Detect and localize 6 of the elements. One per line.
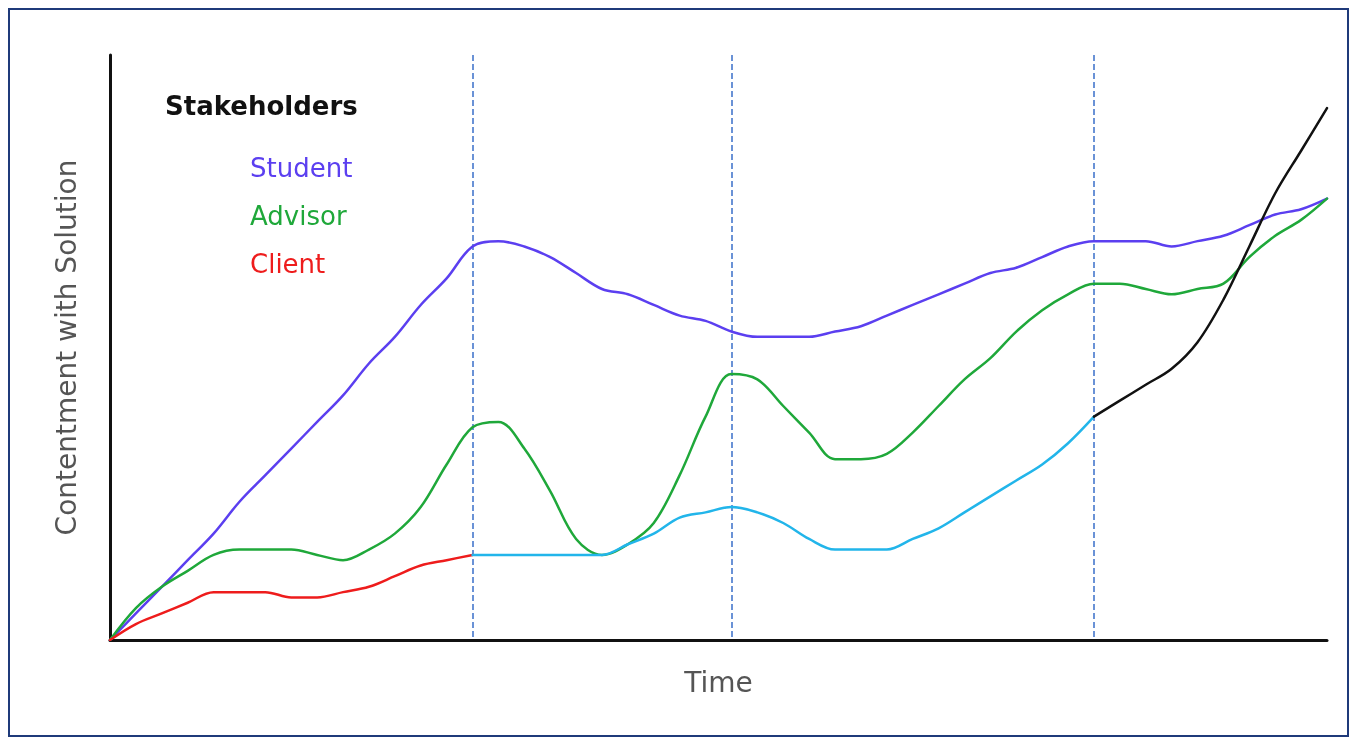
y-axis-title: Contentment with Solution	[49, 159, 83, 536]
x-axis-title: Time	[683, 665, 753, 699]
text: Client	[250, 249, 326, 279]
text: Student	[250, 153, 353, 183]
legend-title: Stakeholders	[165, 91, 358, 121]
text: Advisor	[250, 201, 347, 231]
